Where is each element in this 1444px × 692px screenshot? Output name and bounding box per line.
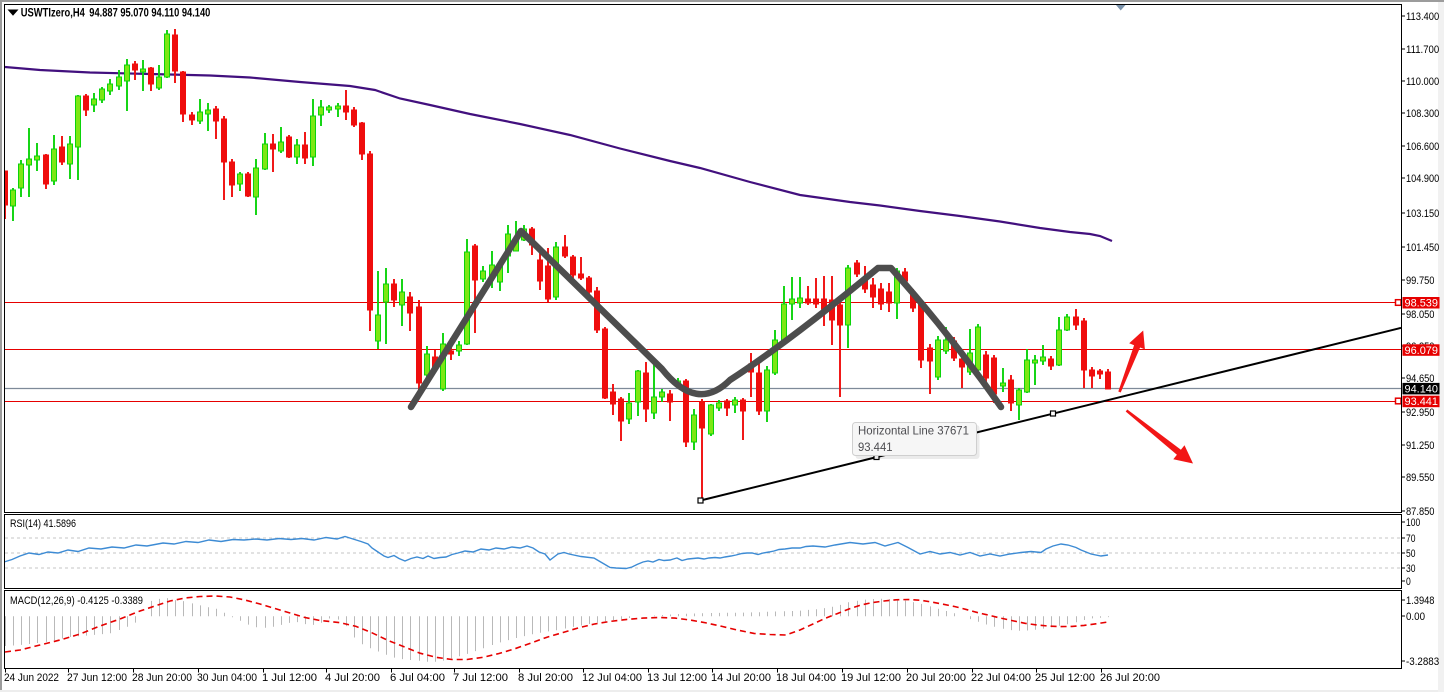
svg-text:USWTIzero,H4: USWTIzero,H4	[21, 7, 85, 19]
svg-text:98.050: 98.050	[1406, 309, 1435, 321]
svg-text:1 Jul 12:00: 1 Jul 12:00	[262, 672, 317, 684]
svg-text:94.887 95.070 94.110 94.140: 94.887 95.070 94.110 94.140	[89, 7, 210, 19]
svg-text:-3.2883: -3.2883	[1406, 656, 1439, 668]
svg-text:92.950: 92.950	[1406, 407, 1435, 419]
svg-text:94.140: 94.140	[1405, 383, 1439, 395]
svg-text:12 Jul 04:00: 12 Jul 04:00	[582, 672, 642, 684]
svg-text:30 Jun 04:00: 30 Jun 04:00	[197, 672, 257, 684]
svg-text:113.400: 113.400	[1406, 11, 1439, 23]
svg-text:93.441: 93.441	[1405, 396, 1439, 408]
svg-text:106.600: 106.600	[1406, 141, 1439, 153]
svg-text:4 Jul 20:00: 4 Jul 20:00	[325, 672, 380, 684]
svg-text:101.450: 101.450	[1406, 242, 1439, 254]
svg-text:89.550: 89.550	[1406, 472, 1435, 484]
svg-text:13 Jul 12:00: 13 Jul 12:00	[647, 672, 707, 684]
svg-text:103.150: 103.150	[1406, 208, 1439, 220]
svg-text:26 Jul 20:00: 26 Jul 20:00	[1100, 672, 1160, 684]
svg-text:25 Jul 12:00: 25 Jul 12:00	[1035, 672, 1095, 684]
svg-text:MACD(12,26,9) -0.4125 -0.3389: MACD(12,26,9) -0.4125 -0.3389	[10, 595, 143, 607]
svg-text:8 Jul 20:00: 8 Jul 20:00	[518, 672, 573, 684]
svg-text:20 Jul 20:00: 20 Jul 20:00	[906, 672, 966, 684]
svg-text:Horizontal Line 37671: Horizontal Line 37671	[858, 424, 969, 438]
svg-text:19 Jul 12:00: 19 Jul 12:00	[841, 672, 901, 684]
svg-text:91.250: 91.250	[1406, 440, 1435, 452]
svg-text:7 Jul 12:00: 7 Jul 12:00	[453, 672, 508, 684]
svg-text:22 Jul 04:00: 22 Jul 04:00	[971, 672, 1031, 684]
svg-text:100: 100	[1406, 517, 1420, 529]
svg-text:87.850: 87.850	[1406, 506, 1435, 518]
svg-text:14 Jul 20:00: 14 Jul 20:00	[711, 672, 771, 684]
svg-text:1.3948: 1.3948	[1406, 595, 1435, 607]
svg-text:96.079: 96.079	[1405, 345, 1439, 357]
svg-text:110.000: 110.000	[1406, 76, 1439, 88]
svg-text:108.300: 108.300	[1406, 108, 1439, 120]
svg-text:28 Jun 20:00: 28 Jun 20:00	[132, 672, 192, 684]
svg-text:0: 0	[1406, 576, 1411, 588]
svg-text:111.700: 111.700	[1406, 44, 1439, 56]
svg-text:RSI(14) 41.5896: RSI(14) 41.5896	[10, 518, 76, 530]
svg-text:30: 30	[1406, 563, 1416, 575]
svg-text:99.750: 99.750	[1406, 275, 1435, 287]
svg-text:94.650: 94.650	[1406, 373, 1435, 385]
svg-text:27 Jun 12:00: 27 Jun 12:00	[67, 672, 127, 684]
svg-text:24 Jun 2022: 24 Jun 2022	[4, 672, 59, 684]
svg-text:93.441: 93.441	[858, 440, 893, 454]
svg-text:98.539: 98.539	[1405, 298, 1439, 310]
svg-text:50: 50	[1406, 548, 1416, 560]
svg-text:0.00: 0.00	[1406, 611, 1425, 623]
svg-text:18 Jul 04:00: 18 Jul 04:00	[776, 672, 836, 684]
svg-text:104.900: 104.900	[1406, 173, 1439, 185]
svg-text:6 Jul 04:00: 6 Jul 04:00	[390, 672, 445, 684]
svg-text:70: 70	[1406, 533, 1416, 545]
